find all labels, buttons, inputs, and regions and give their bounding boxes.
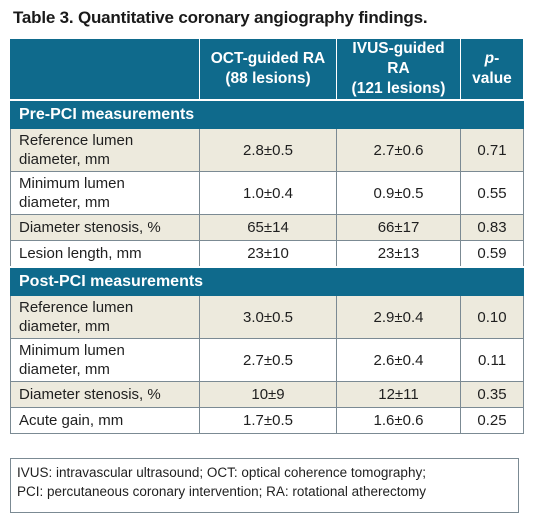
footnote-line: IVUS: intravascular ultrasound; OCT: opt… [17, 465, 426, 480]
cell-p-value: 0.59 [460, 240, 524, 268]
cell-p-value: 0.10 [460, 295, 524, 339]
cell-ivus-value: 23±13 [336, 240, 461, 268]
section-title: Post-PCI measurements [10, 266, 524, 296]
header-ivus-guided: IVUS-guided RA (121 lesions) [336, 38, 461, 101]
cell-p-value: 0.11 [460, 338, 524, 382]
header-oct-guided: OCT-guided RA (88 lesions) [199, 38, 337, 101]
header-ivus-lesions: (121 lesions) [351, 80, 446, 97]
row-label: Minimum lumen diameter, mm [10, 171, 200, 215]
table-row: Minimum lumen diameter, mm 1.0±0.4 0.9±0.… [10, 171, 524, 215]
cell-ivus-value: 1.6±0.6 [336, 407, 461, 434]
cell-ivus-value: 2.9±0.4 [336, 295, 461, 339]
row-label: Minimum lumen diameter, mm [10, 338, 200, 382]
table-title: Table 3. Quantitative coronary angiograp… [13, 8, 428, 27]
table-row: Reference lumen diameter, mm 3.0±0.5 2.9±… [10, 295, 524, 339]
cell-oct-value: 23±10 [199, 240, 337, 268]
cell-p-value: 0.71 [460, 128, 524, 172]
cell-p-value: 0.83 [460, 214, 524, 241]
findings-table: OCT-guided RA (88 lesions) IVUS-guided R… [10, 38, 524, 434]
row-label: Diameter stenosis, % [10, 214, 200, 241]
cell-oct-value: 2.8±0.5 [199, 128, 337, 172]
row-label: Acute gain, mm [10, 407, 200, 434]
cell-oct-value: 2.7±0.5 [199, 338, 337, 382]
row-label: Reference lumen diameter, mm [10, 295, 200, 339]
header-p-rest: -value [472, 50, 512, 87]
row-label: Diameter stenosis, % [10, 381, 200, 408]
header-oct-label: OCT-guided RA [210, 50, 326, 67]
table-header-row: OCT-guided RA (88 lesions) IVUS-guided R… [10, 38, 524, 101]
cell-oct-value: 1.7±0.5 [199, 407, 337, 434]
table-row: Lesion length, mm 23±10 23±13 0.59 [10, 240, 524, 268]
header-empty-cell [10, 38, 200, 101]
cell-oct-value: 3.0±0.5 [199, 295, 337, 339]
cell-ivus-value: 0.9±0.5 [336, 171, 461, 215]
cell-ivus-value: 2.6±0.4 [336, 338, 461, 382]
table-row: Diameter stenosis, % 10±9 12±11 0.35 [10, 381, 524, 408]
cell-ivus-value: 12±11 [336, 381, 461, 408]
section-title: Pre-PCI measurements [10, 99, 524, 129]
table-row: Minimum lumen diameter, mm 2.7±0.5 2.6±0.… [10, 338, 524, 382]
header-ivus-label: IVUS-guided RA [352, 40, 445, 77]
table-row: Reference lumen diameter, mm 2.8±0.5 2.7±… [10, 128, 524, 172]
table-footnote: IVUS: intravascular ultrasound; OCT: opt… [10, 458, 519, 513]
cell-oct-value: 65±14 [199, 214, 337, 241]
cell-p-value: 0.55 [460, 171, 524, 215]
table-row: Diameter stenosis, % 65±14 66±17 0.83 [10, 214, 524, 241]
cell-p-value: 0.25 [460, 407, 524, 434]
cell-ivus-value: 2.7±0.6 [336, 128, 461, 172]
header-p-value: p-value [460, 38, 524, 101]
cell-oct-value: 1.0±0.4 [199, 171, 337, 215]
cell-oct-value: 10±9 [199, 381, 337, 408]
section-row-post-pci: Post-PCI measurements [10, 266, 524, 296]
table-row: Acute gain, mm 1.7±0.5 1.6±0.6 0.25 [10, 407, 524, 434]
row-label: Reference lumen diameter, mm [10, 128, 200, 172]
row-label: Lesion length, mm [10, 240, 200, 268]
header-p-italic: p [484, 50, 495, 67]
section-row-pre-pci: Pre-PCI measurements [10, 99, 524, 129]
footnote-line: PCI: percutaneous coronary intervention;… [17, 484, 426, 499]
cell-p-value: 0.35 [460, 381, 524, 408]
cell-ivus-value: 66±17 [336, 214, 461, 241]
header-oct-lesions: (88 lesions) [225, 70, 311, 87]
